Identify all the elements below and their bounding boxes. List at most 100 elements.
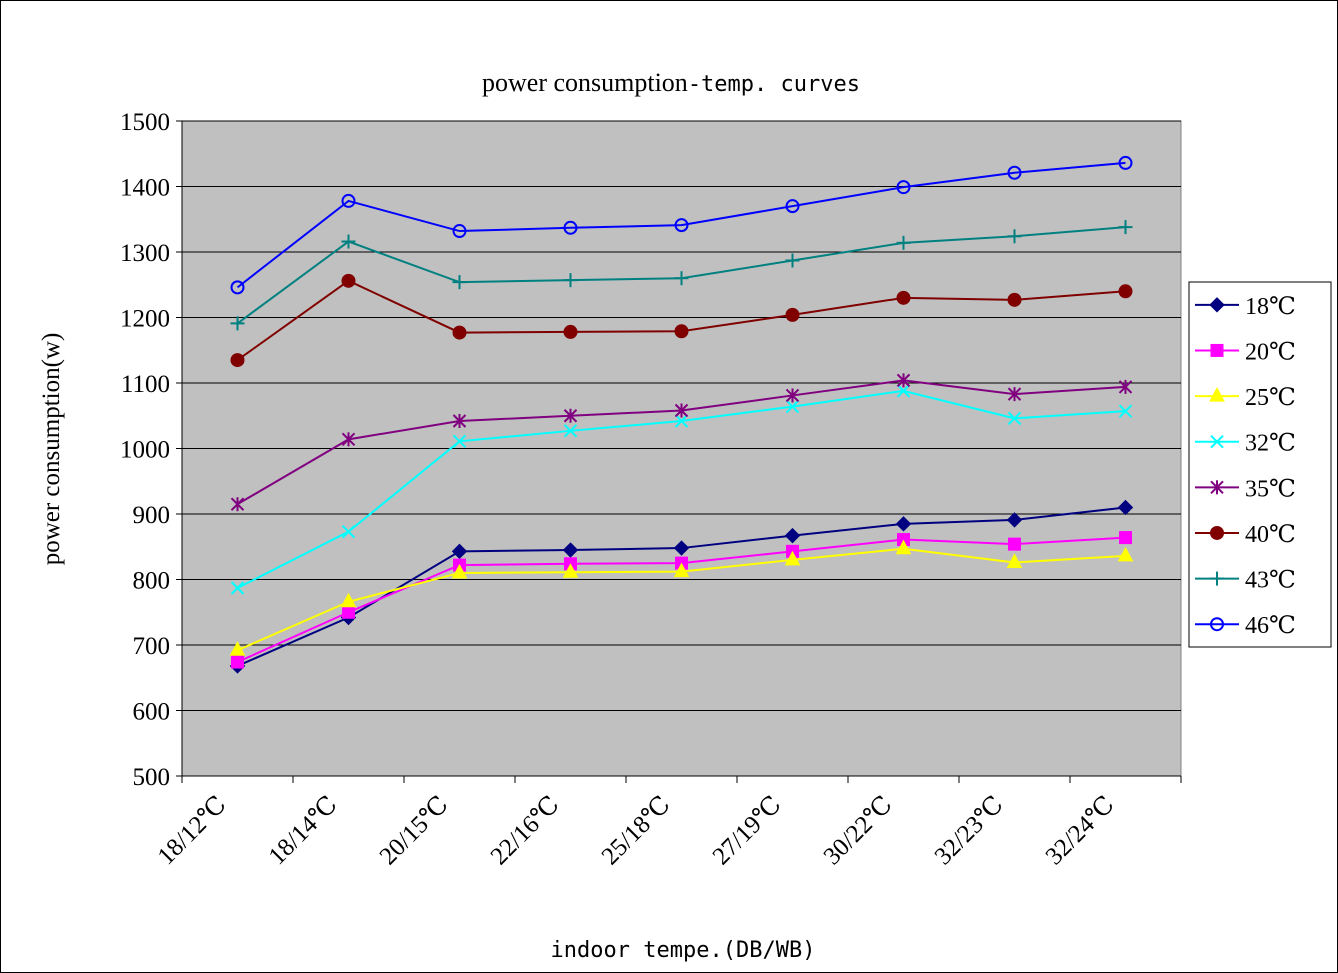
legend: 18℃ 20℃ 25℃ 32℃ 35℃ 40℃ 43℃ 46℃: [1188, 281, 1332, 648]
data-point: [1008, 537, 1021, 551]
legend-label: 46℃: [1245, 613, 1296, 639]
data-point: [563, 273, 578, 288]
y-tick-label: 900: [133, 502, 171, 529]
data-point: [1118, 220, 1133, 235]
data-point: [452, 325, 467, 340]
data-point: [896, 290, 911, 305]
x-tick-label: 27/19℃: [708, 791, 787, 870]
x-tick-label: 30/22℃: [819, 791, 898, 870]
data-point: [785, 307, 800, 322]
series-line: [236, 161, 1126, 289]
x-tick-label: 18/12℃: [153, 791, 232, 870]
data-point: [1118, 284, 1133, 299]
series-5: [230, 273, 1133, 368]
data-point: [1117, 546, 1134, 562]
data-point: [341, 234, 356, 249]
y-tick-label: 1200: [120, 306, 170, 333]
data-point: [451, 563, 468, 579]
data-point: [563, 324, 578, 339]
legend-marker: [1210, 434, 1224, 449]
legend-item: 20℃: [1195, 339, 1296, 365]
data-point: [230, 280, 245, 295]
data-point: [674, 324, 689, 339]
data-point: [1006, 553, 1023, 568]
data-point: [674, 414, 689, 428]
legend-item: 43℃: [1195, 568, 1296, 594]
y-tick-label: 800: [133, 568, 171, 595]
legend-label: 35℃: [1245, 476, 1296, 502]
data-point: [563, 424, 578, 438]
data-point: [896, 373, 911, 388]
y-tick-label: 500: [133, 764, 171, 791]
data-point: [562, 542, 579, 558]
legend-item: 35℃: [1195, 476, 1296, 502]
y-tick-label: 1000: [120, 437, 170, 464]
y-tick-label: 1400: [120, 175, 170, 202]
legend-item: 25℃: [1195, 385, 1296, 411]
data-point: [1119, 531, 1132, 545]
data-point: [563, 408, 578, 423]
data-point: [1007, 165, 1022, 180]
series-4: [230, 373, 1133, 512]
data-point: [673, 540, 690, 556]
data-point: [1007, 411, 1022, 426]
legend-item: 40℃: [1195, 522, 1296, 548]
data-point: [1006, 512, 1023, 528]
legend-marker: [1209, 387, 1225, 402]
series-group: [229, 155, 1134, 674]
data-point: [673, 562, 690, 578]
data-point: [231, 655, 244, 669]
gridlines: [182, 120, 1181, 711]
data-point: [674, 271, 689, 286]
x-tick-label: 32/24℃: [1041, 791, 1120, 870]
legend-item: 32℃: [1195, 431, 1296, 457]
x-tick-label: 22/16℃: [486, 791, 565, 870]
data-point: [341, 193, 356, 208]
series-3: [230, 384, 1133, 595]
data-point: [1117, 499, 1134, 516]
data-point: [785, 399, 800, 414]
data-point: [784, 527, 801, 544]
data-point: [451, 543, 468, 560]
legend-label: 40℃: [1245, 522, 1296, 548]
data-point: [342, 605, 355, 619]
legend-item: 18℃: [1195, 294, 1296, 320]
y-tick-label: 700: [133, 633, 171, 660]
data-point: [895, 539, 912, 555]
legend-marker: [1210, 525, 1224, 540]
data-point: [1007, 229, 1022, 244]
data-point: [452, 275, 467, 290]
data-point: [896, 384, 911, 398]
data-point: [785, 253, 800, 268]
data-point: [674, 218, 689, 233]
legend-marker: [1210, 571, 1224, 586]
series-7: [230, 155, 1133, 295]
series-6: [230, 220, 1133, 331]
y-tick-label: 1100: [121, 371, 170, 398]
data-point: [896, 180, 911, 195]
legend-marker: [1209, 297, 1225, 313]
data-point: [340, 592, 357, 608]
x-axis-label: indoor tempe.(DB/WB): [551, 938, 816, 963]
data-point: [452, 434, 467, 449]
y-axis-ticks: 500 600 700 800 900 1000 1100 1200 1300 1400 1500: [120, 109, 182, 791]
x-tick-label: 25/18℃: [597, 791, 676, 870]
data-point: [784, 550, 801, 566]
data-point: [562, 563, 579, 578]
data-point: [341, 273, 356, 288]
data-point: [1007, 387, 1022, 402]
x-tick-label: 20/15℃: [375, 791, 454, 870]
data-point: [674, 403, 689, 418]
data-point: [341, 524, 356, 539]
legend-marker: [1210, 617, 1224, 632]
data-point: [452, 413, 467, 428]
data-point: [563, 220, 578, 235]
data-point: [1118, 404, 1133, 418]
x-tick-label: 32/23℃: [930, 791, 1009, 870]
data-point: [785, 199, 800, 214]
chart-title: power consumption-temp. curves: [482, 68, 860, 97]
y-axis-label: power consumption(w): [38, 333, 65, 566]
series-2: [229, 539, 1134, 656]
